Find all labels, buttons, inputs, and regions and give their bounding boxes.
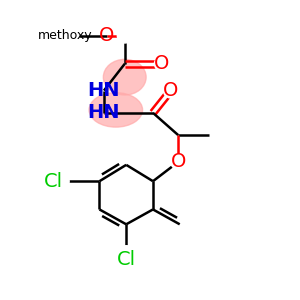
Circle shape: [118, 246, 134, 262]
Text: HN: HN: [88, 103, 120, 122]
Text: O: O: [154, 54, 170, 73]
Text: O: O: [170, 152, 186, 171]
Text: Cl: Cl: [44, 172, 63, 191]
Text: O: O: [99, 26, 115, 45]
Circle shape: [171, 154, 186, 169]
Circle shape: [154, 56, 169, 71]
Text: O: O: [163, 81, 178, 100]
Text: HN: HN: [88, 81, 120, 100]
Text: Cl: Cl: [117, 250, 136, 269]
Ellipse shape: [89, 93, 142, 127]
Text: methoxy: methoxy: [38, 29, 93, 42]
Circle shape: [117, 28, 132, 43]
Circle shape: [52, 173, 69, 190]
Ellipse shape: [103, 59, 146, 95]
Circle shape: [164, 83, 178, 98]
